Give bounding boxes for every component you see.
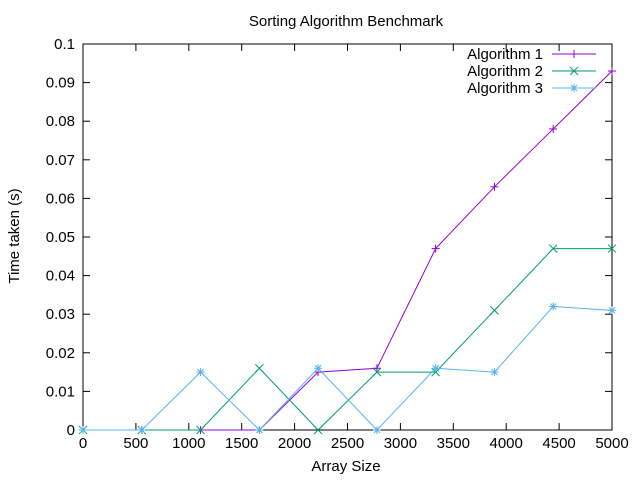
- data-point-algorithm-2: [607, 244, 617, 253]
- data-point-algorithm-3: [372, 426, 381, 434]
- x-tick-label: 500: [123, 435, 148, 452]
- data-point-algorithm-3: [608, 306, 616, 315]
- y-tick-label: 0.05: [46, 229, 75, 246]
- data-point-algorithm-2: [490, 305, 499, 315]
- x-axis-title: Array Size: [311, 458, 380, 475]
- y-tick-label: 0.09: [46, 75, 75, 92]
- legend-item-algorithm-1: Algorithm 1: [467, 46, 596, 63]
- data-point-algorithm-3: [490, 368, 499, 377]
- legend-item-algorithm-2: Algorithm 2: [467, 63, 596, 80]
- series-line-algorithm-2: [83, 248, 612, 431]
- series-line-algorithm-3: [83, 305, 613, 431]
- legend-swatch-marker: [569, 66, 579, 76]
- x-tick-label: 5000: [595, 435, 628, 452]
- chart-title: Sorting Algorithm Benchmark: [249, 13, 444, 30]
- data-point-algorithm-1: [608, 67, 616, 76]
- series-line-algorithm-1: [83, 70, 613, 431]
- x-tick-label: 4500: [542, 435, 575, 452]
- data-point-algorithm-2: [196, 425, 205, 435]
- data-point-algorithm-1: [431, 244, 440, 253]
- x-tick-label: 1500: [225, 435, 258, 452]
- legend-label: Algorithm 1: [467, 46, 543, 63]
- y-tick-label: 0.02: [46, 345, 75, 362]
- axes: 0 0.01 0.02 0.03 0.04 0.05 0.06 0.07 0.08 0.09 0.1…: [46, 36, 629, 452]
- legend-item-algorithm-3: Algorithm 3: [467, 80, 596, 97]
- y-tick-label: 0.01: [46, 383, 75, 400]
- y-tick-label: 0.07: [46, 152, 75, 169]
- data-point-algorithm-3: [137, 426, 146, 434]
- data-point-algorithm-1: [372, 364, 381, 373]
- data-point-algorithm-2: [255, 363, 264, 373]
- x-tick-label: 4000: [490, 435, 523, 452]
- data-point-algorithm-1: [490, 182, 499, 191]
- legend-label: Algorithm 3: [467, 80, 543, 97]
- x-tick-label: 1000: [172, 435, 205, 452]
- data-point-algorithm-1: [549, 124, 558, 133]
- data-point-algorithm-3: [79, 426, 87, 434]
- series-algorithm-1: [79, 67, 616, 434]
- x-tick-label: 3000: [384, 435, 417, 452]
- legend-swatch-marker: [570, 50, 578, 58]
- data-point-algorithm-2: [548, 244, 558, 253]
- data-point-algorithm-3: [314, 364, 323, 373]
- x-tick-label: 2000: [278, 435, 311, 452]
- y-tick-label: 0: [67, 422, 75, 439]
- y-tick-label: 0.08: [46, 113, 75, 130]
- legend-swatch-marker: [570, 84, 578, 92]
- y-tick-label: 0.06: [46, 190, 75, 207]
- series-algorithm-3: [79, 302, 616, 434]
- data-point-algorithm-3: [196, 368, 205, 377]
- plot-frame: [82, 43, 613, 431]
- data-point-algorithm-2: [372, 367, 382, 377]
- series-layer: [78, 67, 617, 435]
- y-tick-label: 0.04: [46, 268, 75, 285]
- x-tick-label: 0: [79, 435, 87, 452]
- data-point-algorithm-3: [431, 364, 440, 373]
- series-algorithm-2: [78, 244, 617, 435]
- data-point-algorithm-2: [313, 425, 323, 435]
- x-tick-label: 2500: [331, 435, 364, 452]
- x-tick-label: 3500: [437, 435, 470, 452]
- legend-label: Algorithm 2: [467, 63, 543, 80]
- data-point-algorithm-3: [549, 302, 558, 311]
- y-tick-label: 0.1: [54, 36, 75, 53]
- y-tick-label: 0.03: [46, 306, 75, 323]
- data-point-algorithm-3: [255, 426, 264, 434]
- y-axis-title: Time taken (s): [6, 188, 23, 283]
